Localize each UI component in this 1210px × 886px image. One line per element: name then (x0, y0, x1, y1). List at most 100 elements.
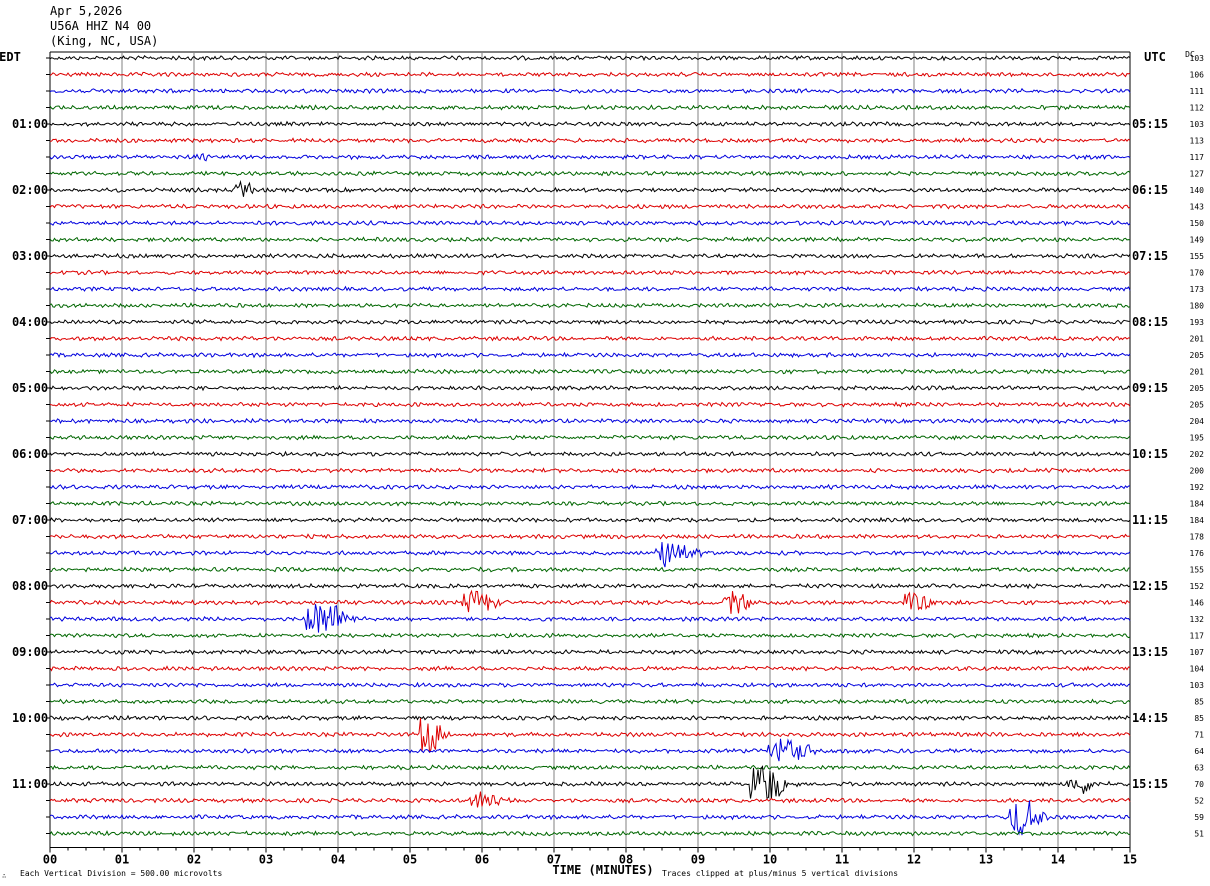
edt-hour-label: 08:00 (12, 579, 48, 593)
trace-line-1 (49, 54, 1131, 62)
logo-mark: ∴ (2, 872, 6, 880)
x-tick-label: 00 (43, 853, 57, 867)
trace-line-42 (49, 718, 1131, 753)
dc-offset-label: 70 (1194, 780, 1204, 789)
utc-hour-label: 09:15 (1132, 381, 1168, 395)
dc-offset-label: 155 (1190, 252, 1205, 261)
trace-line-41 (49, 714, 1131, 721)
utc-hour-label: 14:15 (1132, 711, 1168, 725)
trace-line-13 (49, 252, 1131, 260)
dc-offset-label: 111 (1190, 87, 1205, 96)
dc-offset-label: 150 (1190, 219, 1205, 228)
x-tick-label: 08 (619, 853, 633, 867)
trace-line-8 (49, 170, 1131, 177)
x-tick-label: 05 (403, 853, 417, 867)
trace-line-23 (49, 417, 1131, 425)
x-axis-title: TIME (MINUTES) (552, 863, 653, 877)
trace-line-12 (49, 236, 1131, 243)
utc-hour-label: 06:15 (1132, 183, 1168, 197)
utc-hour-label: 05:15 (1132, 117, 1168, 131)
dc-offset-label: 85 (1194, 698, 1204, 707)
utc-hour-label: 10:15 (1132, 447, 1168, 461)
dc-offset-label: 200 (1190, 467, 1205, 476)
x-tick-label: 02 (187, 853, 201, 867)
dc-offset-label: 192 (1190, 483, 1205, 492)
edt-hour-label: 05:00 (12, 381, 48, 395)
trace-line-47 (49, 800, 1131, 836)
dc-offset-label: 149 (1190, 236, 1205, 245)
trace-line-19 (49, 351, 1131, 359)
dc-offset-label: 103 (1190, 54, 1205, 63)
x-tick-label: 11 (835, 853, 849, 867)
edt-axis-label: EDT (0, 50, 21, 64)
trace-line-27 (49, 483, 1131, 491)
edt-hour-label: 09:00 (12, 645, 48, 659)
utc-hour-label: 11:15 (1132, 513, 1168, 527)
trace-line-33 (49, 582, 1131, 590)
trace-line-43 (49, 738, 1131, 762)
axis-labels: 00 01 02 03 04 05 06 07 08 09 10 11 12 13 14 15 EDT UTC DC… (0, 50, 1204, 880)
trace-line-31 (49, 542, 1131, 568)
trace-line-11 (49, 219, 1131, 227)
dc-offset-label: 104 (1190, 665, 1205, 674)
x-tick-label: 04 (331, 853, 345, 867)
dc-offset-label: 107 (1190, 648, 1205, 657)
x-tick-label: 12 (907, 853, 921, 867)
dc-offset-label: 180 (1190, 302, 1205, 311)
trace-line-25 (49, 450, 1131, 458)
dc-offset-label: 85 (1194, 714, 1204, 723)
edt-hour-label: 02:00 (12, 183, 48, 197)
dc-offset-label: 140 (1190, 186, 1205, 195)
trace-line-22 (49, 401, 1131, 408)
dc-offset-label: 59 (1194, 813, 1204, 822)
dc-offset-label: 103 (1190, 681, 1205, 690)
utc-hour-label: 15:15 (1132, 777, 1168, 791)
dc-offset-label: 205 (1190, 401, 1205, 410)
trace-line-28 (49, 500, 1131, 507)
dc-offset-label: 112 (1190, 104, 1205, 113)
trace-line-26 (49, 467, 1131, 474)
trace-line-37 (49, 648, 1131, 656)
trace-line-15 (49, 285, 1131, 293)
dc-offset-label: 117 (1190, 632, 1205, 641)
utc-hour-label: 07:15 (1132, 249, 1168, 263)
dc-offset-label: 52 (1194, 797, 1204, 806)
trace-line-5 (49, 120, 1131, 127)
dc-offset-label: 205 (1190, 351, 1205, 360)
utc-hour-label: 13:15 (1132, 645, 1168, 659)
edt-hour-label: 06:00 (12, 447, 48, 461)
dc-offset-label: 132 (1190, 615, 1205, 624)
trace-line-29 (49, 516, 1131, 524)
minute-grid (49, 51, 1131, 848)
dc-offset-label: 155 (1190, 566, 1205, 575)
dc-offset-label: 201 (1190, 368, 1205, 377)
edt-hour-label: 04:00 (12, 315, 48, 329)
dc-offset-label: 202 (1190, 450, 1205, 459)
utc-hour-label: 12:15 (1132, 579, 1168, 593)
dc-offset-label: 106 (1190, 71, 1205, 80)
dc-offset-label: 51 (1194, 830, 1204, 839)
dc-offset-label: 146 (1190, 599, 1205, 608)
dc-offset-label: 184 (1190, 516, 1205, 525)
dc-offset-label: 152 (1190, 582, 1205, 591)
x-tick-label: 09 (691, 853, 705, 867)
trace-line-20 (49, 368, 1131, 375)
dc-offset-label: 193 (1190, 318, 1205, 327)
x-tick-label: 15 (1123, 853, 1137, 867)
edt-hour-label: 03:00 (12, 249, 48, 263)
x-tick-label: 07 (547, 853, 561, 867)
trace-line-44 (49, 764, 1131, 771)
dc-offset-label: 113 (1190, 137, 1205, 146)
dc-offset-label: 127 (1190, 170, 1205, 179)
division-note: Each Vertical Division = 500.00 microvol… (20, 869, 222, 878)
trace-line-39 (49, 681, 1131, 689)
x-tick-label: 13 (979, 853, 993, 867)
trace-line-30 (49, 533, 1131, 540)
seismic-traces (49, 54, 1131, 837)
dc-offset-label: 205 (1190, 384, 1205, 393)
station-location: (King, NC, USA) (50, 34, 159, 48)
dc-offset-label: 201 (1190, 335, 1205, 344)
trace-line-24 (49, 434, 1131, 441)
edt-hour-label: 11:00 (12, 777, 48, 791)
